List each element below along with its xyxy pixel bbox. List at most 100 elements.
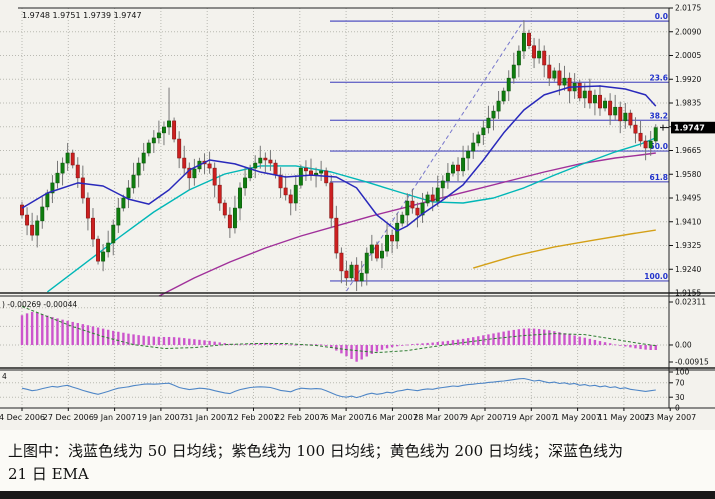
fib-label: 50.0 bbox=[649, 142, 668, 151]
macd-histogram-bar bbox=[436, 342, 439, 345]
macd-histogram-bar bbox=[593, 339, 597, 345]
candle-down bbox=[85, 197, 90, 219]
candle-up bbox=[55, 172, 60, 184]
fib-label: 0.0 bbox=[655, 12, 668, 21]
ma50-line bbox=[46, 137, 657, 293]
candle-down bbox=[268, 159, 273, 164]
candle-up bbox=[395, 222, 400, 242]
candle-down bbox=[303, 167, 308, 172]
candle-up bbox=[253, 162, 258, 169]
candle-down bbox=[217, 184, 222, 204]
macd-histogram-bar bbox=[512, 329, 515, 345]
candle-down bbox=[334, 217, 339, 254]
date-axis-label: 27 Dec 2006 bbox=[43, 413, 94, 422]
macd-histogram-bar bbox=[193, 339, 196, 345]
current-price-text: 1.9747 bbox=[674, 124, 705, 133]
fib-trendline bbox=[346, 20, 525, 292]
macd-histogram-bar bbox=[385, 344, 389, 349]
price-axis-label: 1.9240 bbox=[675, 265, 701, 274]
macd-histogram-bar bbox=[654, 344, 657, 351]
date-axis-label: 31 Jan 2007 bbox=[183, 413, 231, 422]
candle-down bbox=[339, 252, 344, 272]
candle-up bbox=[369, 244, 374, 254]
candle-down bbox=[263, 157, 268, 161]
macd-histogram-bar bbox=[401, 344, 404, 346]
candle-up bbox=[380, 250, 384, 259]
candle-up bbox=[156, 132, 161, 139]
macd-histogram-bar bbox=[390, 344, 394, 348]
macd-histogram-bar bbox=[613, 344, 617, 346]
candle-up bbox=[162, 126, 166, 134]
price-axis: 2.01752.00902.00051.99201.98351.97501.96… bbox=[669, 4, 709, 413]
macd-histogram-bar bbox=[279, 343, 282, 345]
macd-histogram-bar bbox=[147, 336, 150, 345]
candle-up bbox=[60, 162, 65, 174]
candle-up bbox=[151, 137, 156, 144]
macd-histogram-bar bbox=[208, 340, 211, 345]
macd-readout: ) -0.00269 -0.00044 bbox=[2, 300, 77, 309]
macd-histogram-bar bbox=[527, 328, 531, 345]
candle-down bbox=[628, 112, 633, 126]
macd-histogram-bar bbox=[446, 340, 450, 345]
ohlc-readout: 1.9748 1.9751 1.9739 1.9747 bbox=[22, 11, 142, 20]
date-axis-label: 28 Mar 2007 bbox=[413, 413, 464, 422]
macd-histogram-bar bbox=[330, 344, 333, 348]
macd-histogram-bar bbox=[46, 315, 49, 345]
date-axis-label: 11 May 2007 bbox=[598, 413, 650, 422]
macd-histogram-bar bbox=[548, 330, 551, 345]
fib-label: 38.2 bbox=[649, 111, 668, 120]
macd-histogram-bar bbox=[162, 336, 166, 345]
candle-down bbox=[91, 217, 95, 240]
macd-histogram-bar bbox=[558, 332, 561, 345]
candle-down bbox=[80, 177, 85, 199]
macd-histogram-bar bbox=[203, 340, 206, 345]
candle-down bbox=[633, 124, 638, 134]
candle-up bbox=[552, 70, 557, 79]
macd-histogram-bar bbox=[86, 325, 90, 345]
macd-histogram-bar bbox=[25, 313, 29, 345]
candle-up bbox=[445, 172, 450, 182]
candle-up bbox=[481, 127, 486, 136]
candle-down bbox=[567, 77, 572, 92]
candle-down bbox=[643, 140, 648, 149]
candles-layer bbox=[20, 20, 658, 292]
candle-up bbox=[126, 187, 131, 199]
chart-caption: 上图中：浅蓝色线为 50 日均线；紫色线为 100 日均线；黄色线为 200 日… bbox=[8, 440, 710, 487]
macd-histogram-bar bbox=[482, 335, 485, 345]
candle-up bbox=[420, 202, 425, 216]
macd-histogram-bar bbox=[649, 344, 652, 351]
caption-line-2: 21 日 EMA bbox=[8, 465, 89, 484]
candle-up bbox=[349, 264, 354, 279]
candle-down bbox=[577, 82, 582, 99]
macd-histogram-bar bbox=[213, 341, 216, 345]
macd-histogram-bar bbox=[314, 344, 318, 346]
candle-up bbox=[516, 50, 521, 66]
macd-histogram-bar bbox=[461, 338, 465, 345]
candle-up bbox=[106, 242, 111, 253]
candle-down bbox=[70, 152, 75, 166]
macd-histogram-bar bbox=[441, 341, 445, 345]
candle-down bbox=[288, 194, 293, 204]
candle-up bbox=[521, 32, 526, 52]
candle-up bbox=[440, 180, 445, 189]
macd-histogram-bar bbox=[502, 331, 505, 345]
macd-histogram-bar bbox=[30, 311, 34, 345]
macd-histogram-bar bbox=[81, 324, 85, 345]
candle-up bbox=[65, 152, 70, 164]
candle-down bbox=[587, 90, 592, 104]
candle-up bbox=[116, 207, 121, 226]
macd-histogram-bar bbox=[355, 344, 358, 362]
fibonacci-layer: 0.0 23.6 38.2 50.0 61.8 100.0 bbox=[330, 12, 669, 292]
macd-histogram-bar bbox=[578, 336, 581, 345]
candle-up bbox=[35, 220, 40, 236]
macd-histogram-bar bbox=[532, 328, 536, 345]
candle-up bbox=[506, 77, 511, 92]
candle-up bbox=[613, 106, 618, 116]
candle-down bbox=[182, 157, 187, 169]
rsi-value-line bbox=[21, 377, 656, 399]
candle-up bbox=[121, 197, 126, 209]
candle-down bbox=[456, 164, 460, 172]
macd-histogram-bar bbox=[487, 334, 490, 345]
candle-up bbox=[141, 152, 146, 164]
